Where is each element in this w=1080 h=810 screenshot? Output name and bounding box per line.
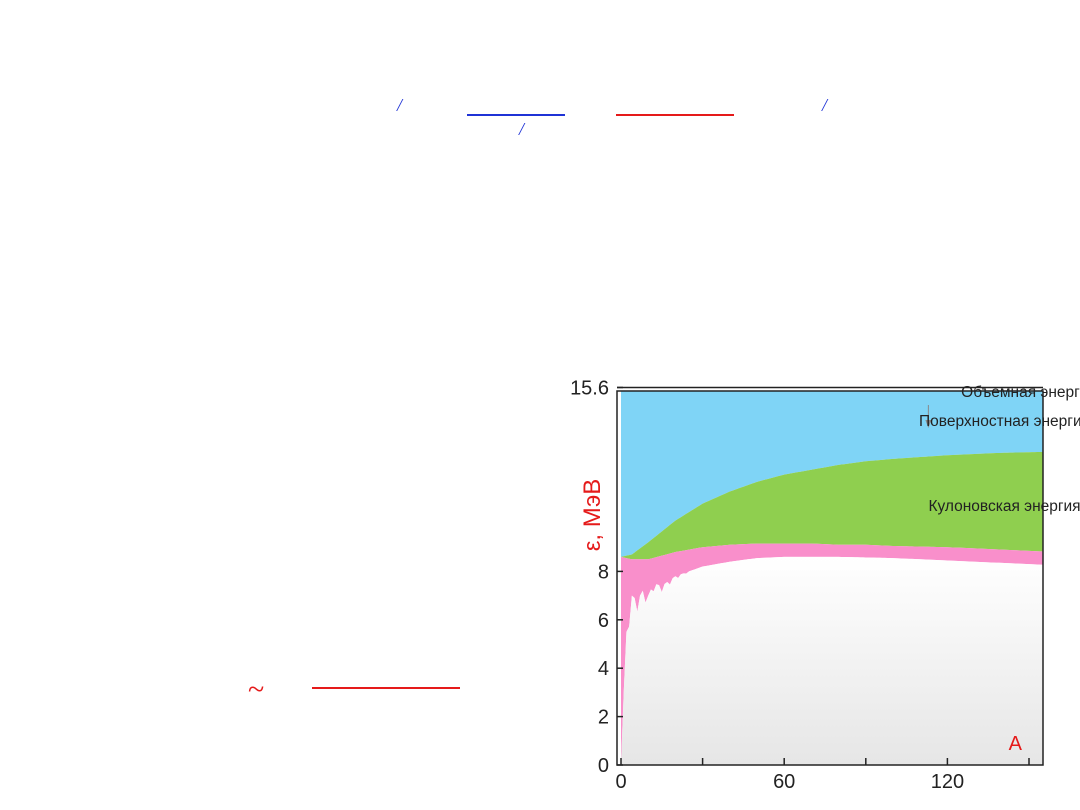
symmetry-energy-band [621, 543, 1043, 765]
annotation-label: Кулоновская энергия [928, 498, 1080, 515]
volume-arrow-head [925, 420, 932, 428]
fraction-bar-red-bottom [312, 687, 460, 689]
tilde-symbol: ~ [248, 673, 265, 706]
x-tick-label: 60 [773, 771, 795, 793]
x-tick-label: 0 [615, 771, 626, 793]
x-tick-label: 120 [931, 771, 964, 793]
y-tick-label: 6 [598, 610, 609, 632]
y-tick-label: 2 [598, 707, 609, 729]
fraction-bar-blue [467, 114, 565, 116]
y-tick-label: 8 [598, 561, 609, 583]
fraction-bar-red-top [616, 114, 734, 116]
binding-energy-area [621, 556, 1043, 765]
slash-mark-1: / [397, 95, 403, 115]
y-tick-label: 4 [598, 658, 609, 680]
surface-energy-band [621, 391, 1043, 557]
slash-mark-2: / [519, 119, 525, 139]
annotation-label: Объемная энергия [961, 384, 1080, 401]
y-tick-label: 15.6 [570, 377, 609, 399]
y-tick-label: 0 [598, 755, 609, 777]
x-axis-label: A [1009, 733, 1023, 755]
annotation-label: Поверхностная энергия [919, 413, 1080, 430]
slash-mark-3: / [822, 95, 828, 115]
coulomb-energy-band [621, 451, 1043, 560]
y-axis-label: ε, МэВ [579, 479, 606, 552]
plot-frame [616, 390, 1044, 766]
